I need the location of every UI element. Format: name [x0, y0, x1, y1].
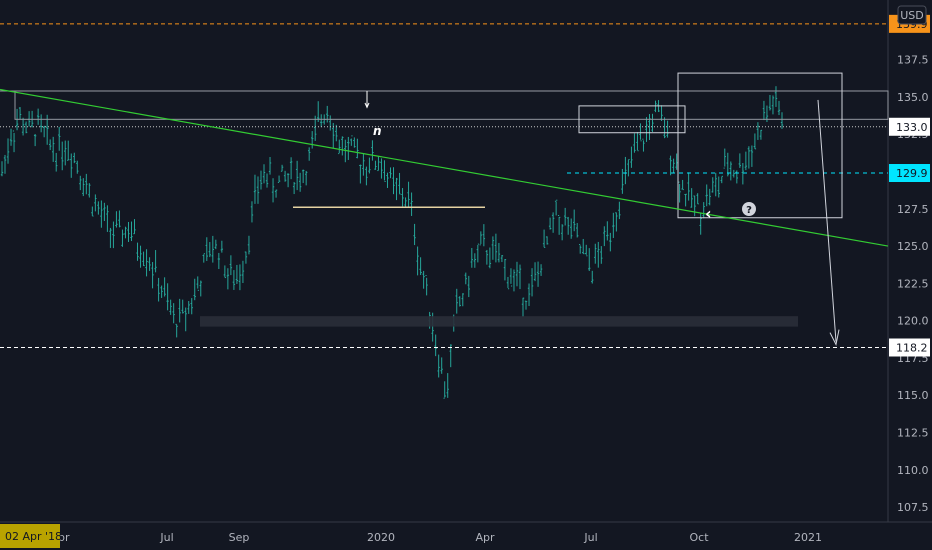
- down-arrow-head-icon: [364, 102, 370, 109]
- question-mark-icon: ?: [742, 202, 756, 216]
- support-zone: [200, 316, 798, 327]
- x-tick-label: 2020: [367, 531, 395, 544]
- x-tick-label: Oct: [689, 531, 709, 544]
- x-tick-label: Apr: [475, 531, 495, 544]
- date-badge-label: 02 Apr '18: [5, 530, 62, 543]
- y-tick-label: 120.0: [897, 315, 929, 328]
- y-tick-label: 107.5: [897, 501, 929, 514]
- price-badge-bg: [889, 164, 930, 183]
- right-highlight-box: [677, 72, 843, 219]
- price-badge: 129.9: [889, 164, 930, 183]
- trendline: [0, 88, 889, 247]
- x-tick-label: 2021: [794, 531, 822, 544]
- range-rectangle: [14, 90, 889, 120]
- date-badge: 02 Apr '18: [0, 524, 62, 548]
- price-badge-label: 129.9: [896, 167, 928, 180]
- projection-arrow-head: [829, 329, 840, 347]
- currency-label: USD: [900, 9, 924, 22]
- y-tick-label: 137.5: [897, 54, 929, 67]
- currency-button[interactable]: USD: [897, 5, 927, 25]
- price-badge-bg: [889, 338, 930, 357]
- y-tick-label: 135.0: [897, 91, 929, 104]
- x-tick-label: Jul: [583, 531, 597, 544]
- price-badge-label: 133.0: [896, 121, 928, 134]
- annotation-layer: [0, 23, 889, 349]
- x-tick-label: Sep: [229, 531, 250, 544]
- question-mark-label: ?: [746, 205, 752, 216]
- y-tick-label: 122.5: [897, 277, 929, 290]
- y-tick-label: 110.0: [897, 464, 929, 477]
- left-chevron-icon: ‹: [705, 204, 712, 223]
- price-badge: 118.2: [889, 338, 930, 357]
- small-highlight-box: [578, 105, 686, 134]
- annotation-n-label: n: [373, 124, 382, 138]
- y-tick-label: 112.5: [897, 427, 929, 440]
- y-tick-label: 127.5: [897, 203, 929, 216]
- price-badge: 133.0: [889, 117, 930, 136]
- candle-series: [0, 86, 784, 399]
- price-badge-label: 118.2: [896, 342, 928, 355]
- y-tick-label: 125.0: [897, 240, 929, 253]
- x-tick-label: Jul: [159, 531, 173, 544]
- x-axis-ticks: AprJulSep2020AprJulOct2021: [50, 531, 822, 544]
- y-tick-label: 115.0: [897, 389, 929, 402]
- price-badge-bg: [889, 117, 930, 136]
- projection-arrow-line: [817, 99, 837, 342]
